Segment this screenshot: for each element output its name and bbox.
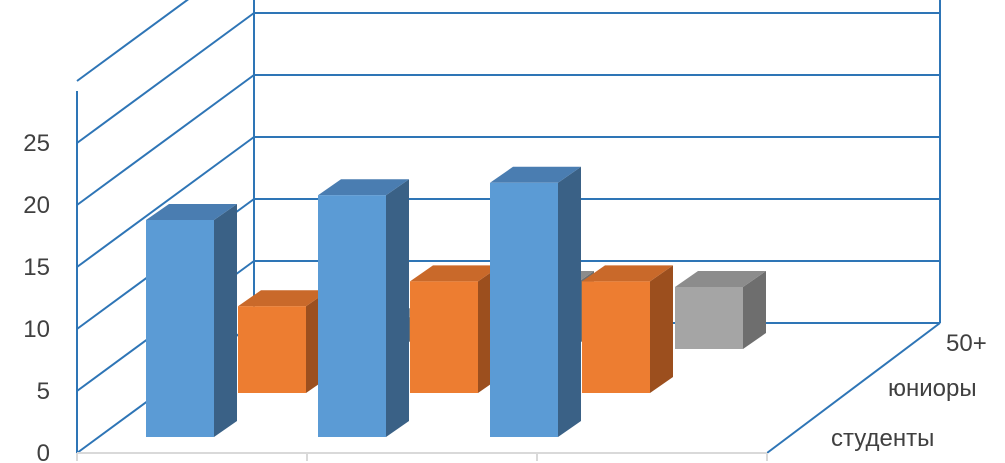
labels-layer: 0 5 10 15 20 25 студенты юниоры 50+ [23, 130, 986, 463]
bar-front [146, 220, 214, 437]
side-gridline [76, 12, 255, 144]
series-label: 50+ [946, 330, 987, 357]
series-label: студенты [831, 425, 934, 452]
bar-side [558, 166, 581, 438]
bar-front [410, 281, 478, 393]
y-tick-label: 5 [37, 378, 50, 405]
bar-side [214, 204, 237, 437]
y-tick-label: 25 [23, 130, 50, 157]
bar-side [743, 271, 766, 349]
bar-front [582, 281, 650, 393]
side-gridline [76, 136, 255, 268]
bar-top [410, 265, 501, 282]
bar-top [490, 166, 581, 183]
y-tick-label: 15 [23, 254, 50, 281]
bar-side [386, 179, 409, 437]
bar-top [675, 271, 766, 287]
bar-top [238, 290, 329, 307]
series-label: юниоры [888, 375, 977, 402]
y-tick-label: 10 [23, 316, 50, 343]
bar-front [490, 182, 558, 437]
bar-front [318, 195, 386, 437]
bar-top [146, 204, 237, 220]
bars-layer [146, 166, 766, 438]
side-gridline [76, 0, 189, 82]
y-tick-label: 0 [37, 440, 50, 463]
y-tick-label: 20 [23, 192, 50, 219]
floor-right-edge [766, 322, 941, 454]
bar-front [675, 287, 743, 349]
bar-side [650, 265, 673, 393]
bar-front [238, 306, 306, 393]
bar-top [318, 179, 409, 196]
side-gridline [76, 74, 255, 206]
bar-top [582, 265, 673, 282]
